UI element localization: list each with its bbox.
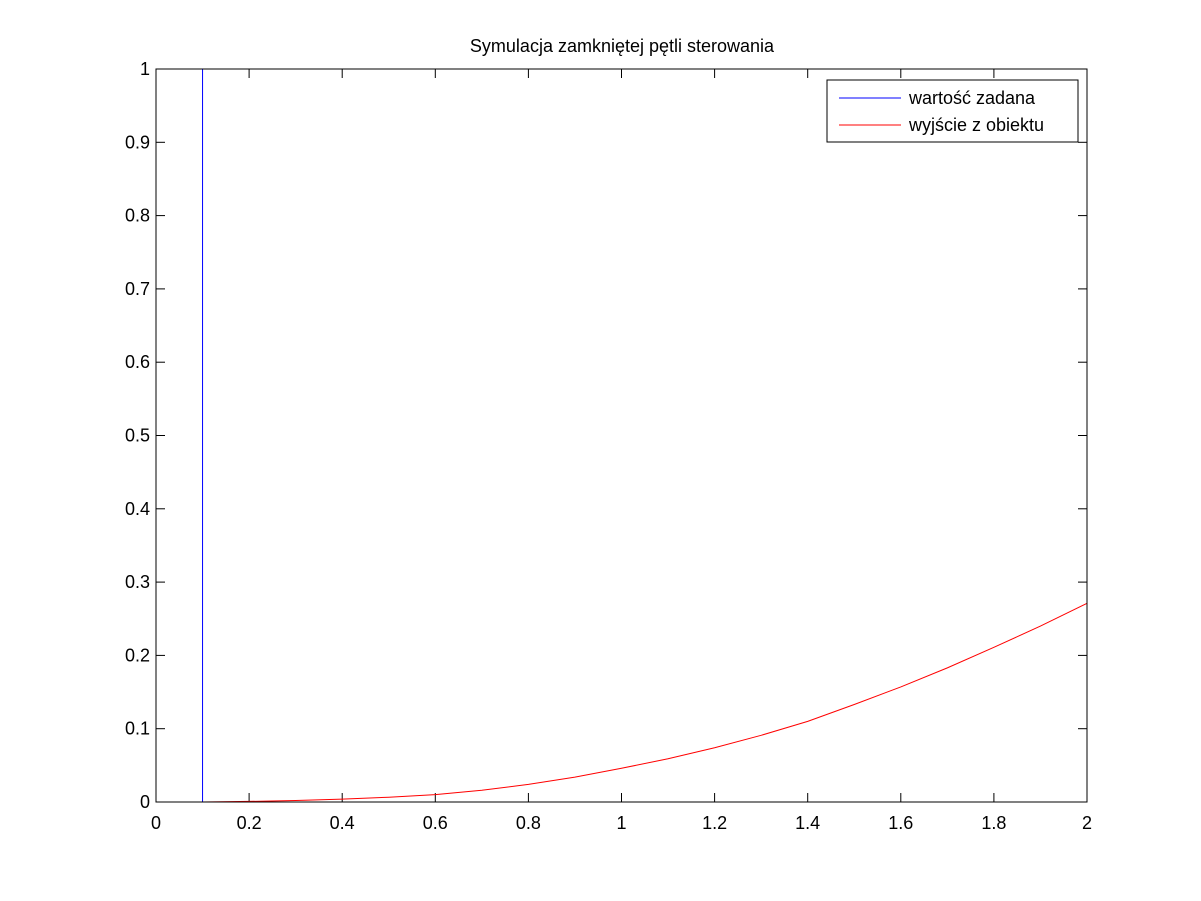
x-tick-label: 1.6: [888, 813, 913, 833]
x-tick-label: 0.6: [423, 813, 448, 833]
series-line-2: [156, 602, 1087, 802]
axes-box: [155, 68, 1088, 803]
x-tick-label: 1.8: [981, 813, 1006, 833]
x-tick-label: 0: [151, 813, 161, 833]
x-tick-label: 1.4: [795, 813, 820, 833]
y-tick-label: 0.1: [125, 719, 150, 739]
y-tick-label: 0.3: [125, 572, 150, 592]
y-tick-label: 1: [140, 59, 150, 79]
y-tick-label: 0.6: [125, 352, 150, 372]
x-tick-label: 0.2: [237, 813, 262, 833]
legend-label-1: wartość zadana: [908, 88, 1036, 108]
legend-label-2: wyjście z obiektu: [908, 115, 1044, 135]
y-tick-label: 0.9: [125, 132, 150, 152]
y-tick-label: 0.7: [125, 279, 150, 299]
x-tick-label: 2: [1082, 813, 1092, 833]
y-tick-label: 0.5: [125, 426, 150, 446]
plot-area: 0 0.2 0.4 0.6 0.8 1 1.2 1.4 1.6 1.8 2 0 0.1 0.2 0.3 0.4…: [125, 59, 1092, 833]
y-tick-label: 0.4: [125, 499, 150, 519]
y-tick-label: 0.2: [125, 645, 150, 665]
legend-box: [826, 79, 1079, 143]
x-tick-label: 1.2: [702, 813, 727, 833]
legend: wartość zadana wyjście z obiektu: [826, 79, 1079, 143]
series-line-1: [156, 69, 204, 802]
x-tick-label: 0.4: [330, 813, 355, 833]
y-tick-label: 0: [140, 792, 150, 812]
x-tick-label: 1: [616, 813, 626, 833]
axes-background: [156, 69, 1087, 802]
chart-title: Symulacja zamkniętej pętli sterowania: [470, 36, 775, 56]
y-tick-label: 0.8: [125, 206, 150, 226]
x-tick-label: 0.8: [516, 813, 541, 833]
